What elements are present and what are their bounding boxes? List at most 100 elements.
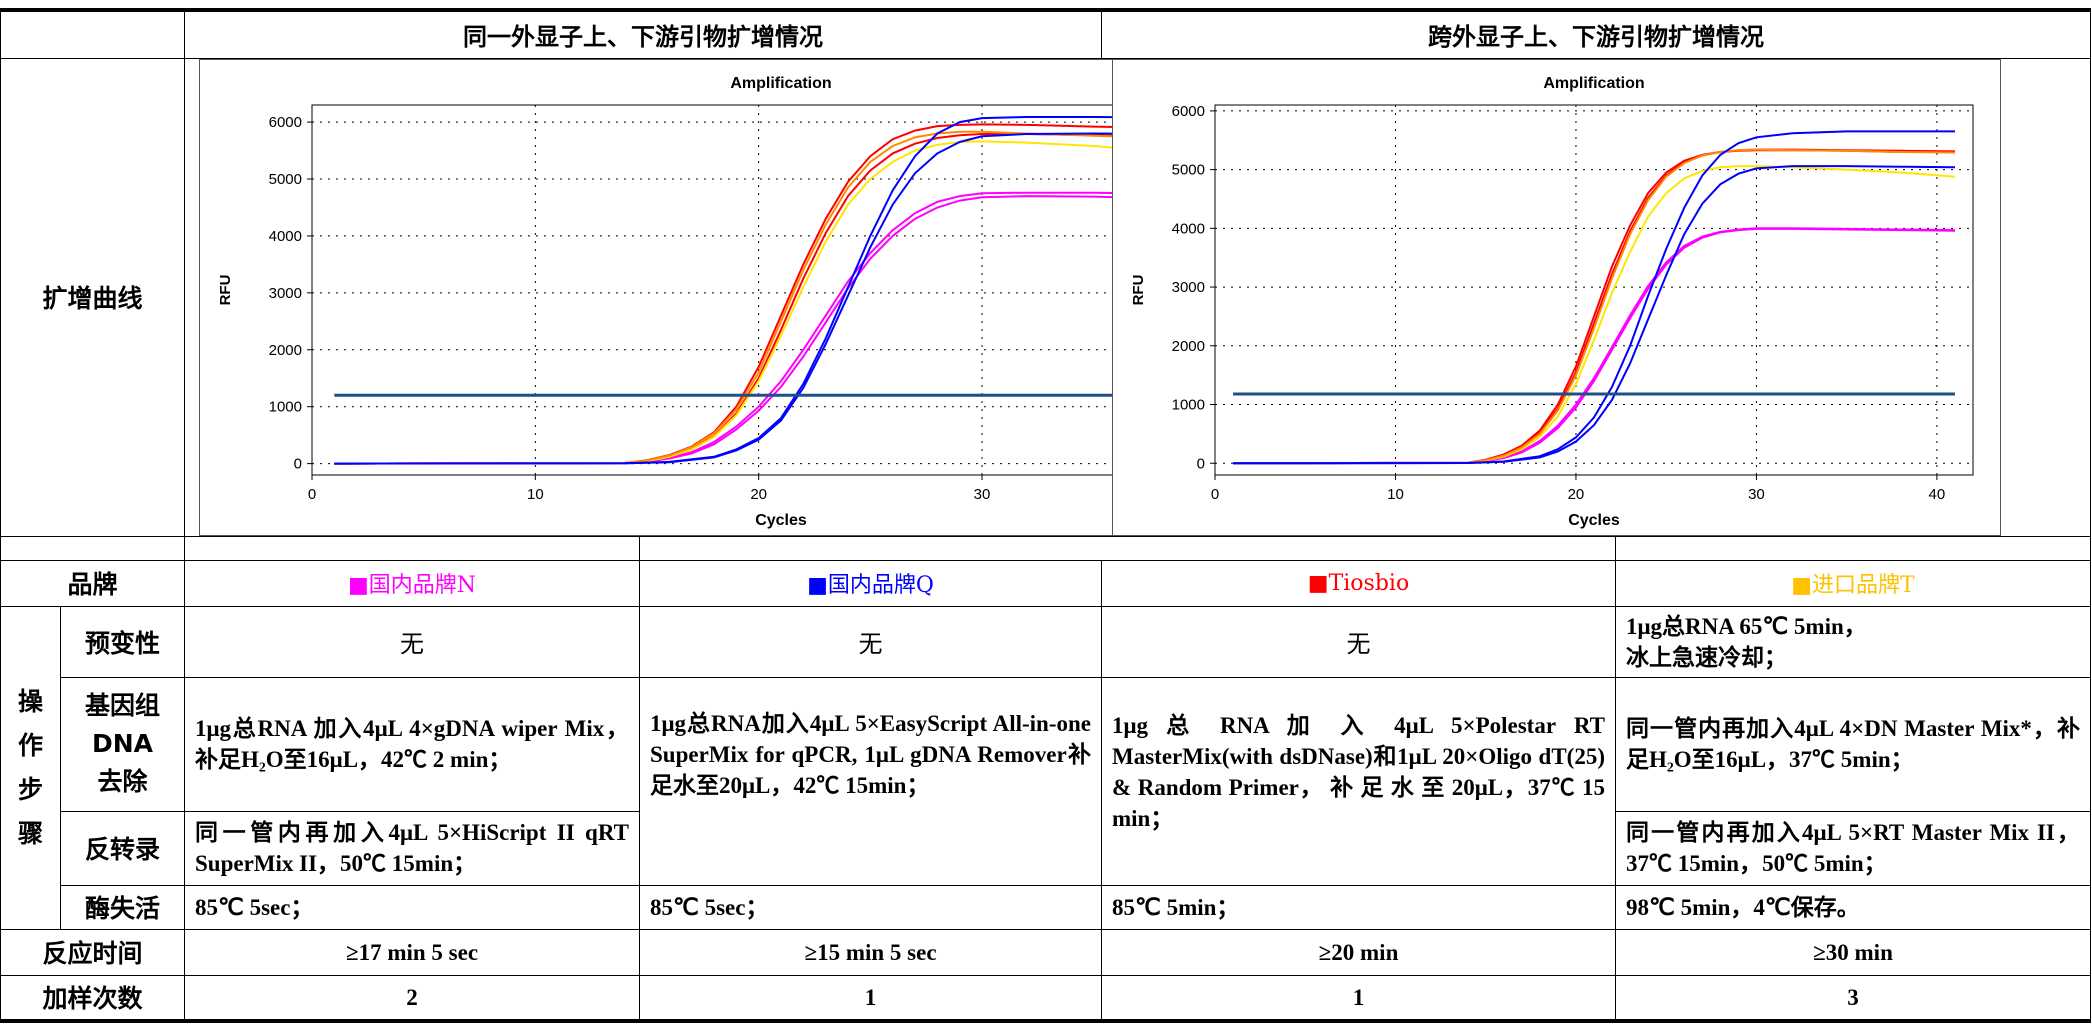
row-label-reaction-time: 反应时间 [0, 928, 185, 976]
y-tick-label: 1000 [1172, 396, 1205, 413]
amplification-chart-1: Amplification 0 1000 2000 3000 4000 5000 6000 0 1… [199, 58, 1279, 536]
amplification-curve [334, 131, 1228, 465]
reaction-time-t: ≥30 min [1615, 928, 2091, 976]
y-tick-label: 3000 [269, 284, 302, 301]
spacer-cell [1615, 535, 2091, 561]
brand-square-icon: ■ [1307, 570, 1329, 596]
amplification-curve [334, 130, 1228, 465]
y-tick-label: 4000 [1172, 220, 1205, 237]
y-tick-label: 5000 [1172, 161, 1205, 178]
y-tick-label: 3000 [1172, 279, 1205, 296]
loading-times-t: 3 [1615, 974, 2091, 1023]
brand-name: Tiosbio [1328, 570, 1410, 596]
y-axis-label: RFU [217, 274, 234, 305]
brand-square-icon: ■ [347, 573, 369, 598]
x-tick-label: 10 [1387, 486, 1404, 503]
rt-t: 同一管内再加入4μL 5×RT Master Mix II，37℃ 15min，… [1615, 810, 2091, 886]
brand-name: 国内品牌Q [827, 573, 934, 598]
gdna-q: 1μg总RNA加入4μL 5×EasyScript All-in-one Sup… [639, 676, 1102, 886]
amplification-curve [334, 139, 1228, 465]
amplification-curve [1232, 164, 1956, 464]
chart-cell-1: Amplification 0 1000 2000 3000 4000 5000 6000 0 1… [184, 57, 1279, 537]
chart-cell-2: Amplification 0 1000 2000 3000 4000 5000 6000 0 1… [1101, 57, 2091, 537]
amplification-curve [1232, 129, 1955, 464]
row-label-inactivation: 酶失活 [60, 884, 185, 930]
reaction-time-n: ≥17 min 5 sec [184, 928, 640, 976]
y-tick-label: 2000 [1172, 337, 1205, 354]
brand-name: 进口品牌T [1812, 573, 1915, 598]
row-label-rt: 反转录 [60, 810, 185, 886]
predenature-n: 无 [184, 605, 640, 678]
brand-n: ■国内品牌N [184, 559, 640, 607]
brand-name: 国内品牌N [368, 573, 477, 598]
y-tick-label: 0 [294, 455, 302, 472]
amplification-curve [334, 194, 1228, 465]
corner-cell [0, 8, 185, 59]
x-tick-label: 40 [1929, 486, 1946, 503]
brand-tiosbio: ■Tiosbio [1101, 559, 1616, 607]
reaction-time-tiosbio: ≥20 min [1101, 928, 1616, 976]
chart-title: Amplification [1543, 75, 1644, 92]
steps-char: 骤 [17, 818, 43, 848]
gdna-label-line: DNA [91, 729, 154, 758]
predenature-t: 1μg总RNA 65℃ 5min， 冰上急速冷却； [1615, 605, 2091, 678]
plot-area [311, 104, 1251, 475]
y-tick-label: 1000 [269, 398, 302, 415]
brand-square-icon: ■ [807, 573, 828, 598]
y-tick-label: 0 [1197, 455, 1205, 472]
row-label-brand: 品牌 [0, 559, 185, 607]
y-tick-label: 4000 [269, 227, 302, 244]
gdna-n: 1μg总RNA 加入4μL 4×gDNA wiper Mix，补足H₂O至16μ… [184, 676, 640, 812]
row-label-loading-times: 加样次数 [0, 974, 185, 1023]
header-cross-exon: 跨外显子上、下游引物扩增情况 [1101, 8, 2091, 59]
steps-char: 步 [17, 774, 43, 804]
gdna-t: 同一管内再加入4μL 4×DN Master Mix*，补足H₂O至16μL，3… [1615, 676, 2091, 812]
steps-char: 作 [17, 730, 43, 760]
spacer-cell [0, 535, 185, 561]
loading-times-n: 2 [184, 974, 640, 1023]
y-tick-label: 6000 [269, 114, 302, 131]
loading-times-q: 1 [639, 974, 1102, 1023]
steps-char: 操 [17, 686, 43, 716]
x-tick-label: 10 [527, 486, 544, 503]
inactivation-q: 85℃ 5sec； [639, 884, 1102, 930]
inactivation-n: 85℃ 5sec； [184, 884, 640, 930]
row-label-curve: 扩增曲线 [0, 57, 185, 537]
amplification-chart-2: Amplification 0 1000 2000 3000 4000 5000 6000 0 1… [1112, 58, 2001, 536]
plot-area [1214, 104, 1974, 475]
x-tick-label: 0 [1211, 486, 1219, 503]
brand-t: ■进口品牌T [1615, 559, 2091, 607]
predenature-tiosbio: 无 [1101, 605, 1616, 678]
inactivation-t: 98℃ 5min，4℃保存。 [1615, 884, 2091, 930]
header-same-exon: 同一外显子上、下游引物扩增情况 [184, 8, 1102, 59]
x-tick-label: 20 [1568, 486, 1585, 503]
y-tick-label: 6000 [1172, 102, 1205, 119]
comparison-table: 同一外显子上、下游引物扩增情况 跨外显子上、下游引物扩增情况 扩增曲线 Ampl… [0, 8, 2091, 1023]
inactivation-tiosbio: 85℃ 5min； [1101, 884, 1616, 930]
gdna-tiosbio: 1μg 总 RNA 加 入 4μL 5×Polestar RT MasterMi… [1101, 676, 1616, 886]
loading-times-tiosbio: 1 [1101, 974, 1616, 1023]
row-label-steps: 操 作 步 骤 [0, 605, 61, 930]
row-label-gdna: 基因组 DNA 去除 [60, 676, 185, 812]
x-tick-label: 30 [974, 486, 991, 503]
spacer-cell [184, 535, 640, 561]
y-axis-label: RFU [1130, 274, 1147, 305]
reaction-time-q: ≥15 min 5 sec [639, 928, 1102, 976]
brand-square-icon: ■ [1791, 573, 1813, 598]
x-axis-label: Cycles [1568, 512, 1620, 529]
x-axis-label: Cycles [755, 512, 807, 529]
y-tick-label: 2000 [269, 341, 302, 358]
chart-svg-2: Amplification 0 1000 2000 3000 4000 5000 6000 0 1… [1130, 75, 1974, 529]
rt-n: 同一管内再加入4μL 5×HiScript II qRT SuperMix II… [184, 810, 640, 886]
gdna-label-line: 基因组 [84, 691, 160, 720]
brand-q: ■国内品牌Q [639, 559, 1102, 607]
x-tick-label: 20 [750, 486, 767, 503]
y-tick-label: 5000 [269, 171, 302, 188]
gdna-label-line: 去除 [97, 767, 148, 796]
amplification-curve [1232, 148, 1956, 464]
x-tick-label: 0 [308, 486, 316, 503]
predenature-q: 无 [639, 605, 1102, 678]
amplification-curve [1232, 227, 1956, 464]
chart-title: Amplification [730, 75, 831, 92]
